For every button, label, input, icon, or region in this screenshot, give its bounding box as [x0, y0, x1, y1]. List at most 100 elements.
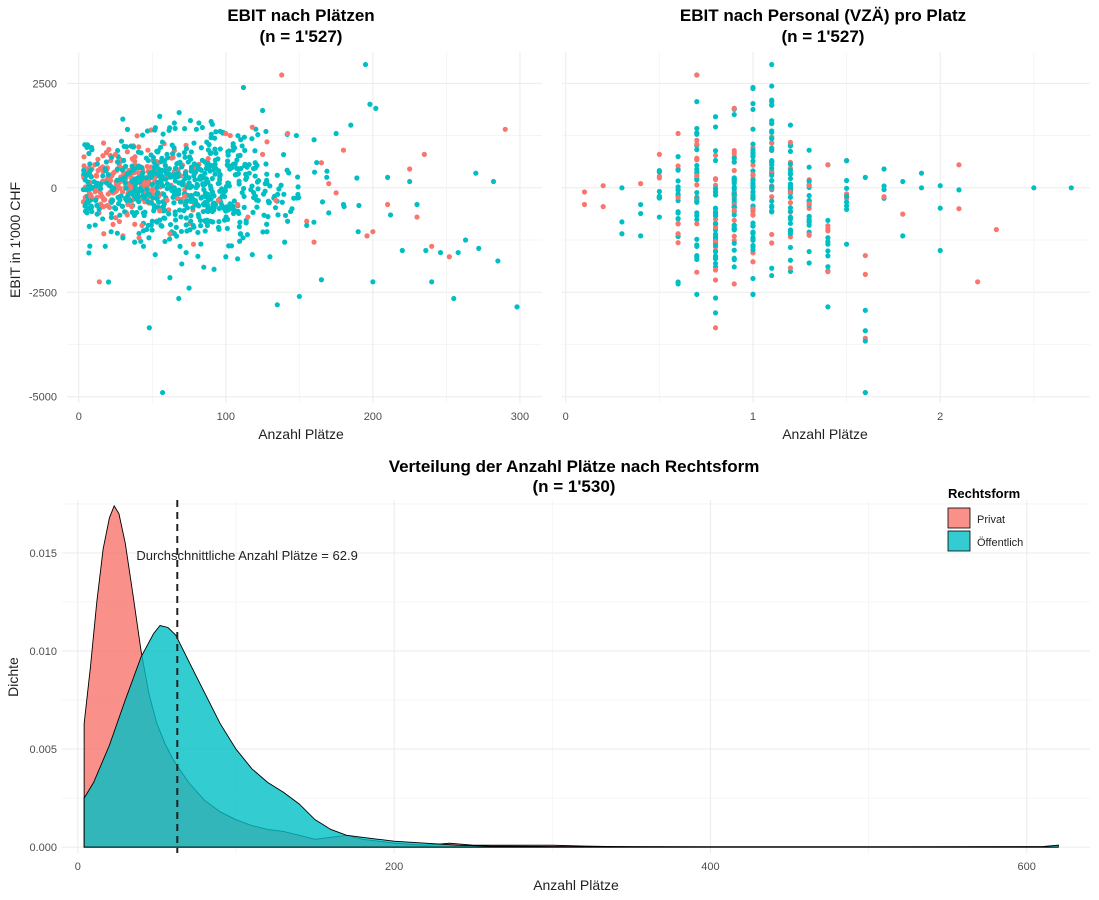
chart2-point-privat	[769, 231, 775, 238]
chart1-point-oeffentlich	[260, 229, 266, 235]
chart1-point-oeffentlich	[194, 181, 200, 188]
chart2-point-oeffentlich	[619, 219, 625, 225]
chart2-point-oeffentlich	[862, 307, 868, 313]
chart2-point-oeffentlich	[694, 217, 700, 223]
chart1-subtitle: (n = 1'527)	[260, 27, 343, 46]
chart3-density-areas	[83, 504, 1059, 848]
chart1-point-oeffentlich	[213, 150, 219, 156]
chart1-point-oeffentlich	[171, 145, 177, 151]
chart1-y-axis-title: EBIT in 1'000 CHF	[7, 182, 23, 298]
chart2-point-oeffentlich	[731, 186, 737, 192]
chart1-point-privat	[102, 197, 108, 203]
chart1-point-privat	[132, 221, 138, 227]
chart1-point-privat	[190, 241, 197, 247]
chart2-point-oeffentlich	[937, 247, 943, 254]
chart1-point-oeffentlich	[84, 200, 91, 206]
chart2-point-oeffentlich	[731, 191, 737, 197]
chart1-point-oeffentlich	[255, 186, 261, 192]
chart1-point-oeffentlich	[212, 157, 218, 163]
chart1-point-oeffentlich	[462, 237, 469, 243]
chart2-point-oeffentlich	[750, 101, 756, 107]
chart2-point-oeffentlich	[843, 158, 850, 164]
chart2-point-oeffentlich	[694, 291, 700, 297]
chart1-point-oeffentlich	[255, 132, 261, 138]
chart1-point-oeffentlich	[188, 156, 194, 162]
chart1-point-oeffentlich	[154, 148, 160, 154]
chart1-point-privat	[164, 197, 170, 203]
chart2-point-privat	[825, 269, 831, 275]
chart2-point-privat	[731, 105, 737, 112]
chart2-point-privat	[862, 271, 868, 277]
chart1-point-oeffentlich	[193, 200, 199, 206]
chart1-point-oeffentlich	[355, 229, 361, 235]
chart2-point-privat	[712, 152, 719, 158]
chart1-point-oeffentlich	[211, 193, 217, 199]
chart1-point-oeffentlich	[193, 126, 200, 132]
chart1-point-oeffentlich	[318, 277, 325, 283]
chart1-point-oeffentlich	[252, 148, 258, 154]
chart1-point-oeffentlich	[278, 182, 284, 188]
chart1-point-oeffentlich	[216, 205, 222, 212]
chart1-point-oeffentlich	[154, 184, 160, 190]
chart1-point-oeffentlich	[289, 206, 295, 212]
chart1-point-oeffentlich	[127, 169, 133, 176]
chart3-y-tick-label: 0.015	[29, 548, 57, 560]
chart1-point-oeffentlich	[384, 174, 391, 180]
chart2-point-oeffentlich	[656, 194, 662, 200]
chart2-point-privat	[712, 176, 719, 182]
chart2-point-oeffentlich	[675, 154, 681, 160]
chart2-point-oeffentlich	[769, 61, 775, 68]
chart1-point-oeffentlich	[144, 128, 151, 134]
chart2-point-privat	[769, 194, 775, 200]
chart1-point-oeffentlich	[209, 162, 215, 169]
chart1-point-oeffentlich	[179, 261, 185, 267]
chart1-point-privat	[139, 222, 145, 229]
chart1-point-oeffentlich	[195, 253, 201, 259]
chart1-point-oeffentlich	[177, 207, 183, 213]
chart1-point-privat	[182, 193, 188, 199]
chart2-point-privat	[787, 139, 794, 145]
chart1-point-oeffentlich	[340, 201, 347, 208]
chart1-point-oeffentlich	[108, 211, 115, 217]
chart2-point-privat	[787, 265, 794, 271]
chart1-point-oeffentlich	[195, 191, 201, 197]
chart2-x-tick-label: 0	[563, 411, 569, 423]
chart2-point-oeffentlich	[712, 260, 719, 267]
chart2-point-privat	[712, 267, 719, 273]
chart1-point-oeffentlich	[162, 238, 168, 245]
chart1-point-oeffentlich	[241, 204, 247, 210]
chart2-point-privat	[862, 252, 868, 259]
chart2-point-oeffentlich	[825, 264, 831, 270]
chart2-point-oeffentlich	[712, 148, 719, 154]
chart2-point-oeffentlich	[862, 338, 868, 344]
chart1-point-oeffentlich	[154, 163, 160, 169]
chart1-point-oeffentlich	[209, 176, 215, 182]
chart1-point-oeffentlich	[111, 185, 117, 191]
chart2-point-oeffentlich	[900, 178, 906, 185]
chart1-point-oeffentlich	[188, 213, 194, 219]
chart1-point-oeffentlich	[156, 167, 163, 173]
chart1-point-oeffentlich	[135, 149, 142, 155]
chart1-point-oeffentlich	[370, 279, 376, 285]
chart1-point-privat	[414, 214, 420, 220]
chart1-point-oeffentlich	[89, 208, 95, 215]
chart2-point-oeffentlich	[806, 248, 812, 255]
chart2-point-privat	[638, 181, 644, 187]
chart2-point-oeffentlich	[787, 181, 794, 187]
chart1-point-oeffentlich	[202, 190, 208, 196]
chart1-point-oeffentlich	[199, 124, 205, 131]
chart1-point-oeffentlich	[286, 170, 292, 176]
chart1-point-privat	[124, 212, 130, 218]
chart1-point-oeffentlich	[295, 195, 302, 201]
chart1-point-oeffentlich	[119, 203, 126, 209]
chart1-point-oeffentlich	[145, 222, 151, 228]
chart1-point-oeffentlich	[133, 196, 139, 202]
chart1-point-oeffentlich	[175, 191, 182, 197]
chart2-point-oeffentlich	[806, 192, 812, 199]
chart1-point-oeffentlich	[161, 191, 167, 197]
chart1-point-oeffentlich	[105, 172, 111, 178]
chart1-point-oeffentlich	[191, 140, 197, 146]
chart1-point-oeffentlich	[200, 201, 207, 207]
chart2-point-oeffentlich	[750, 177, 756, 183]
chart1-point-oeffentlich	[159, 389, 166, 396]
